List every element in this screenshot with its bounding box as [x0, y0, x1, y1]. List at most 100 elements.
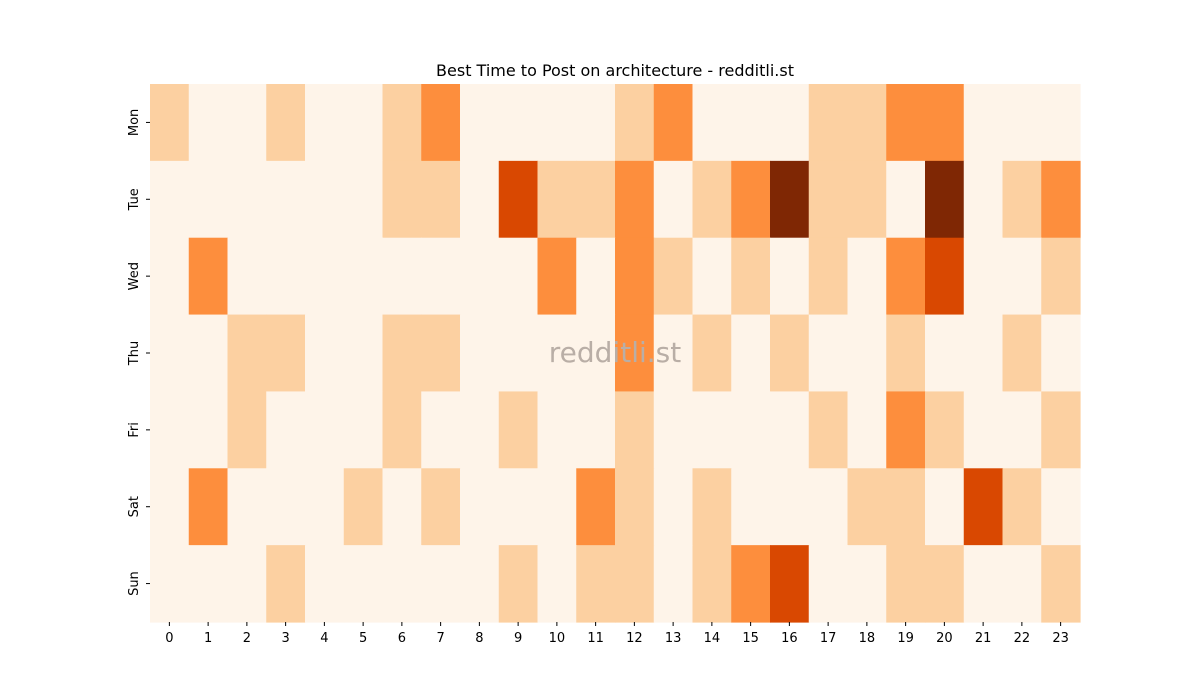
heatmap-cell-wed-9 — [498, 237, 539, 316]
heatmap-cell-thu-16 — [770, 314, 810, 393]
heatmap-cell-wed-6 — [382, 237, 422, 316]
heatmap-cell-tue-5 — [343, 160, 384, 239]
heatmap-cell-sun-21 — [963, 545, 1004, 623]
heatmap-cell-sun-16 — [770, 545, 810, 623]
heatmap-cell-fri-22 — [1002, 391, 1042, 469]
heatmap-cell-wed-0 — [150, 237, 190, 316]
heatmap-cell-thu-1 — [188, 314, 229, 393]
heatmap-cell-tue-1 — [188, 160, 229, 239]
heatmap-cell-wed-22 — [1002, 237, 1042, 316]
heatmap-cell-fri-4 — [305, 391, 345, 469]
y-axis: Mon Tue Wed Thu Fri Sat Sun — [127, 109, 150, 596]
heatmap-cell-tue-9 — [498, 160, 539, 239]
heatmap-cell-sat-8 — [460, 468, 500, 546]
heatmap-cell-sun-15 — [731, 545, 771, 623]
heatmap-cell-mon-0 — [150, 84, 190, 162]
heatmap-cell-wed-23 — [1041, 237, 1081, 316]
heatmap-cell-wed-4 — [305, 237, 345, 316]
heatmap-cell-sun-19 — [886, 545, 926, 623]
heatmap-cell-tue-10 — [537, 160, 577, 239]
heatmap-cell-wed-1 — [188, 237, 229, 316]
heatmap-cell-tue-2 — [227, 160, 267, 239]
x-tick-label: 21 — [975, 631, 992, 646]
x-tick-label: 7 — [436, 631, 444, 646]
heatmap-cell-tue-16 — [770, 160, 810, 239]
heatmap-cell-mon-10 — [537, 84, 577, 162]
heatmap-cell-sat-14 — [692, 468, 732, 546]
heatmap-cell-tue-15 — [731, 160, 771, 239]
heatmap-cell-mon-13 — [653, 84, 694, 162]
heatmap-cell-mon-8 — [460, 84, 500, 162]
heatmap-cell-sat-7 — [421, 468, 461, 546]
heatmap-cell-mon-2 — [227, 84, 267, 162]
x-tick-label: 8 — [475, 631, 483, 646]
heatmap-cell-tue-6 — [382, 160, 422, 239]
x-tick-label: 3 — [281, 631, 289, 646]
heatmap-cell-mon-3 — [266, 84, 306, 162]
heatmap-cell-fri-23 — [1041, 391, 1081, 469]
x-tick-label: 6 — [398, 631, 406, 646]
heatmap-cell-tue-14 — [692, 160, 732, 239]
heatmap-cell-wed-2 — [227, 237, 267, 316]
heatmap-cell-fri-14 — [692, 391, 732, 469]
heatmap-cell-fri-12 — [615, 391, 655, 469]
heatmap-cell-wed-3 — [266, 237, 306, 316]
heatmap-cell-wed-17 — [808, 237, 849, 316]
heatmap-cell-tue-23 — [1041, 160, 1081, 239]
x-tick-label: 18 — [859, 631, 876, 646]
heatmap-cell-sat-5 — [343, 468, 384, 546]
heatmap-cell-thu-7 — [421, 314, 461, 393]
heatmap-cell-sun-6 — [382, 545, 422, 623]
heatmap-cell-mon-16 — [770, 84, 810, 162]
heatmap-cell-tue-17 — [808, 160, 849, 239]
heatmap-cell-sat-10 — [537, 468, 577, 546]
heatmap-cell-sun-17 — [808, 545, 849, 623]
heatmap-cell-sat-11 — [576, 468, 616, 546]
heatmap-cell-fri-15 — [731, 391, 771, 469]
heatmap-cell-sat-15 — [731, 468, 771, 546]
x-tick-label: 19 — [897, 631, 914, 646]
heatmap-cell-fri-20 — [925, 391, 965, 469]
y-tick-label: Wed — [127, 262, 142, 290]
heatmap-cell-tue-8 — [460, 160, 500, 239]
heatmap-cell-sun-10 — [537, 545, 577, 623]
heatmap-cell-mon-18 — [847, 84, 887, 162]
x-tick-label: 1 — [204, 631, 212, 646]
y-tick-label: Tue — [127, 188, 142, 211]
heatmap-cell-fri-1 — [188, 391, 229, 469]
heatmap-cell-fri-11 — [576, 391, 616, 469]
heatmap-cell-tue-3 — [266, 160, 306, 239]
heatmap-cell-fri-16 — [770, 391, 810, 469]
x-tick-label: 0 — [165, 631, 173, 646]
heatmap-cell-sun-0 — [150, 545, 190, 623]
heatmap-cell-mon-1 — [188, 84, 229, 162]
heatmap-cell-thu-12 — [615, 314, 655, 393]
heatmap-cell-tue-7 — [421, 160, 461, 239]
x-tick-label: 10 — [549, 631, 566, 646]
heatmap-cell-sat-9 — [498, 468, 539, 546]
heatmap-cell-sun-1 — [188, 545, 229, 623]
heatmap-cell-fri-17 — [808, 391, 849, 469]
heatmap-cell-wed-12 — [615, 237, 655, 316]
heatmap-cell-sun-18 — [847, 545, 887, 623]
heatmap-cell-fri-2 — [227, 391, 267, 469]
heatmap-cell-fri-10 — [537, 391, 577, 469]
heatmap-cell-sat-1 — [188, 468, 229, 546]
heatmap-cell-wed-14 — [692, 237, 732, 316]
heatmap-cell-sun-14 — [692, 545, 732, 623]
heatmap-cell-mon-4 — [305, 84, 345, 162]
heatmap-cell-sun-20 — [925, 545, 965, 623]
heatmap-cell-wed-13 — [653, 237, 694, 316]
heatmap-cell-tue-18 — [847, 160, 887, 239]
heatmap-cell-sat-19 — [886, 468, 926, 546]
heatmap-cell-mon-15 — [731, 84, 771, 162]
heatmap-cell-mon-7 — [421, 84, 461, 162]
x-tick-label: 4 — [320, 631, 328, 646]
heatmap-cell-fri-8 — [460, 391, 500, 469]
chart-title: Best Time to Post on architecture - redd… — [436, 61, 794, 80]
x-tick-label: 17 — [820, 631, 837, 646]
heatmap-cell-sun-2 — [227, 545, 267, 623]
heatmap-cell-sun-3 — [266, 545, 306, 623]
heatmap-cell-sat-12 — [615, 468, 655, 546]
heatmap-cell-thu-6 — [382, 314, 422, 393]
